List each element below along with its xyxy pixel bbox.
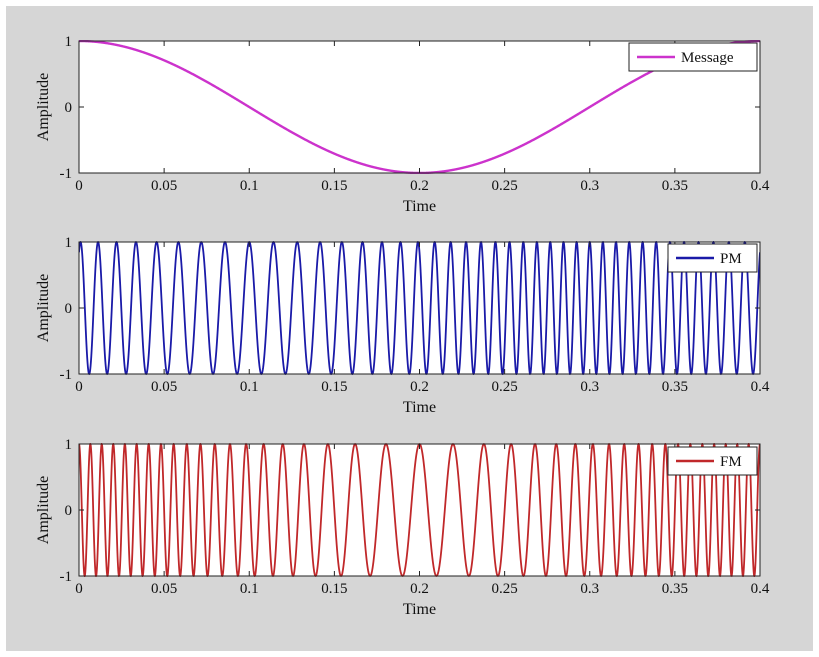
x-tick-label: 0.3 [580,581,599,597]
legend-label: FM [720,454,742,470]
x-tick-label: 0.3 [580,178,599,194]
x-axis-label: Time [403,198,436,215]
y-axis-label: Amplitude [35,274,52,342]
x-tick-label: 0.1 [240,379,259,395]
x-tick-label: 0.2 [410,581,429,597]
legend: PM [667,243,758,273]
x-tick-label: 0.15 [321,379,347,395]
x-tick-label: 0.1 [240,581,259,597]
x-tick-label: 0.2 [410,178,429,194]
legend: Message [628,42,758,72]
y-tick-label: 0 [65,503,73,519]
x-tick-label: 0.15 [321,581,347,597]
y-tick-label: 0 [65,100,73,116]
x-tick-label: 0.25 [492,178,518,194]
x-tick-label: 0.4 [751,178,770,194]
x-tick-label: 0 [75,178,83,194]
x-tick-label: 0.35 [662,178,688,194]
series-line-pm [79,241,760,375]
x-tick-label: 0.05 [151,581,177,597]
x-tick-label: 0.1 [240,178,259,194]
y-tick-label: 1 [65,34,73,50]
x-axis-label: Time [403,399,436,416]
x-tick-label: 0.4 [751,379,770,395]
y-axis-label: Amplitude [35,73,52,141]
x-tick-label: 0.2 [410,379,429,395]
x-tick-label: 0 [75,379,83,395]
y-tick-label: -1 [60,569,73,585]
subplot-2: 0 0.05 0.1 0.15 0.2 0.25 0.3 0.35 0.410-1TimeAmp… [35,235,770,416]
y-tick-label: 1 [65,235,73,251]
y-tick-label: -1 [60,166,73,182]
y-tick-label: 0 [65,301,73,317]
legend: FM [667,446,758,476]
x-axis-label: Time [403,601,436,618]
x-tick-label: 0 [75,581,83,597]
y-tick-label: -1 [60,367,73,383]
x-tick-label: 0.4 [751,581,770,597]
subplot-3: 0 0.05 0.1 0.15 0.2 0.25 0.3 0.35 0.410-1TimeAmp… [35,437,770,618]
legend-label: Message [681,50,734,66]
legend-label: PM [720,251,742,267]
x-tick-label: 0.35 [662,379,688,395]
x-tick-label: 0.25 [492,379,518,395]
x-tick-label: 0.05 [151,178,177,194]
y-axis-label: Amplitude [35,476,52,544]
subplot-1: 0 0.05 0.1 0.15 0.2 0.25 0.3 0.35 0.410-1TimeAmp… [35,34,770,215]
x-tick-label: 0.3 [580,379,599,395]
x-tick-label: 0.05 [151,379,177,395]
y-tick-label: 1 [65,437,73,453]
x-tick-label: 0.35 [662,581,688,597]
x-tick-label: 0.25 [492,581,518,597]
x-tick-label: 0.15 [321,178,347,194]
